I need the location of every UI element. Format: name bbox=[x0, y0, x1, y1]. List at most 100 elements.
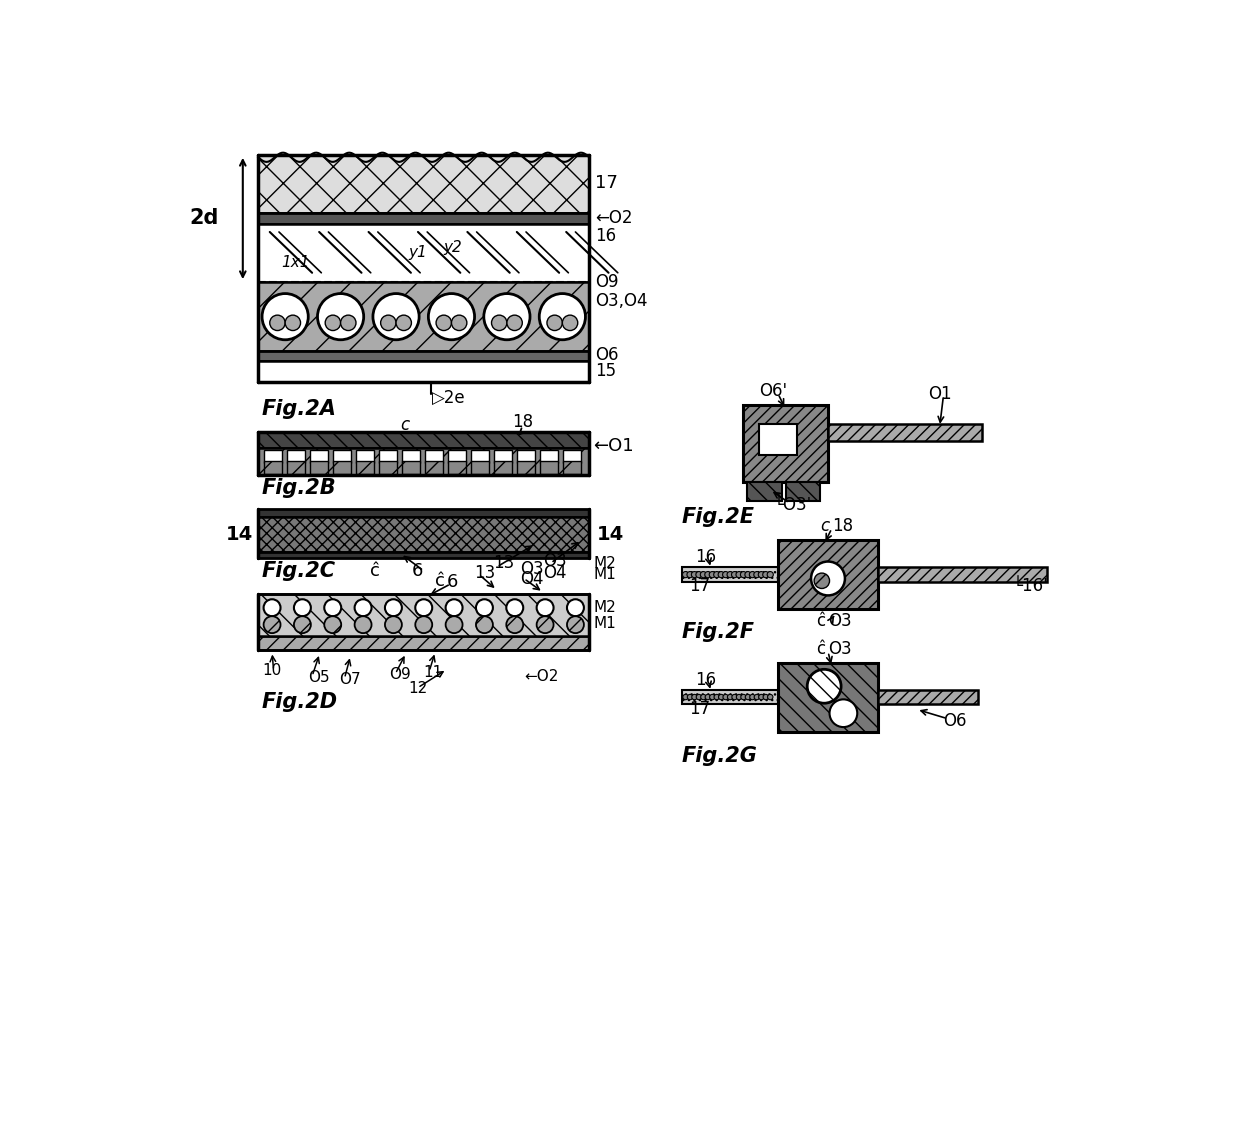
Bar bbox=[258, 352, 589, 361]
Bar bbox=[828, 424, 982, 441]
Bar bbox=[743, 405, 828, 482]
Text: O4: O4 bbox=[543, 564, 567, 582]
Text: ĉ: ĉ bbox=[370, 562, 379, 580]
Circle shape bbox=[737, 571, 742, 578]
Text: O5: O5 bbox=[309, 670, 330, 684]
Circle shape bbox=[754, 571, 760, 578]
Circle shape bbox=[763, 694, 769, 700]
Circle shape bbox=[567, 599, 584, 616]
Text: c: c bbox=[821, 517, 830, 535]
Circle shape bbox=[285, 316, 300, 330]
Circle shape bbox=[381, 316, 396, 330]
Circle shape bbox=[811, 561, 844, 595]
Bar bbox=[425, 450, 443, 463]
Text: ĉ: ĉ bbox=[816, 640, 826, 658]
Bar bbox=[777, 663, 878, 733]
Circle shape bbox=[687, 571, 693, 578]
Circle shape bbox=[754, 694, 760, 700]
Text: ←O2: ←O2 bbox=[523, 668, 558, 684]
Circle shape bbox=[727, 571, 733, 578]
Circle shape bbox=[384, 599, 402, 616]
Circle shape bbox=[506, 616, 523, 633]
Text: 18: 18 bbox=[512, 413, 533, 431]
Text: 11: 11 bbox=[424, 665, 443, 680]
Circle shape bbox=[415, 599, 433, 616]
Text: O9: O9 bbox=[389, 667, 410, 682]
Circle shape bbox=[264, 616, 280, 633]
Bar bbox=[258, 432, 589, 448]
Circle shape bbox=[701, 694, 706, 700]
Bar bbox=[495, 450, 512, 463]
Circle shape bbox=[262, 294, 309, 339]
Circle shape bbox=[491, 316, 507, 330]
Text: Fig.2A: Fig.2A bbox=[262, 399, 337, 420]
Bar bbox=[495, 460, 512, 474]
Text: Fig.2F: Fig.2F bbox=[682, 622, 755, 642]
Circle shape bbox=[355, 616, 372, 633]
Text: 16: 16 bbox=[595, 227, 616, 244]
Circle shape bbox=[687, 694, 693, 700]
Text: 12: 12 bbox=[408, 681, 428, 696]
Text: ▷2e: ▷2e bbox=[432, 389, 465, 406]
Text: └O3': └O3' bbox=[774, 497, 812, 515]
Circle shape bbox=[718, 571, 724, 578]
Circle shape bbox=[683, 694, 688, 700]
Text: 15: 15 bbox=[595, 362, 616, 380]
Text: 17: 17 bbox=[689, 700, 711, 718]
Text: 13: 13 bbox=[474, 564, 495, 582]
Text: ĉ: ĉ bbox=[435, 572, 445, 589]
Text: Fig.2G: Fig.2G bbox=[682, 745, 758, 766]
Text: 14: 14 bbox=[226, 525, 253, 544]
Circle shape bbox=[537, 616, 553, 633]
Text: 17: 17 bbox=[595, 174, 619, 192]
Circle shape bbox=[704, 571, 711, 578]
Circle shape bbox=[270, 316, 285, 330]
Bar bbox=[258, 517, 589, 552]
Circle shape bbox=[750, 694, 755, 700]
Bar bbox=[258, 155, 589, 213]
Circle shape bbox=[706, 694, 711, 700]
Bar bbox=[402, 450, 420, 463]
Circle shape bbox=[737, 694, 742, 700]
Circle shape bbox=[484, 294, 529, 339]
Circle shape bbox=[476, 616, 492, 633]
Bar bbox=[682, 567, 777, 582]
Text: ←O1: ←O1 bbox=[593, 438, 634, 456]
Text: O3: O3 bbox=[520, 560, 543, 578]
Circle shape bbox=[692, 571, 698, 578]
Bar bbox=[471, 460, 489, 474]
Circle shape bbox=[476, 599, 492, 616]
Bar bbox=[541, 450, 558, 463]
Circle shape bbox=[507, 316, 522, 330]
Text: Fig.2E: Fig.2E bbox=[682, 507, 755, 527]
Bar bbox=[759, 424, 797, 456]
Text: Fig.2C: Fig.2C bbox=[262, 561, 336, 581]
Bar bbox=[563, 460, 580, 474]
Circle shape bbox=[396, 316, 412, 330]
Circle shape bbox=[325, 616, 341, 633]
Circle shape bbox=[768, 694, 773, 700]
Bar bbox=[258, 448, 589, 475]
Circle shape bbox=[567, 616, 584, 633]
Text: O9: O9 bbox=[595, 273, 619, 291]
Bar bbox=[258, 637, 589, 650]
Bar bbox=[258, 282, 589, 352]
Circle shape bbox=[709, 571, 715, 578]
Bar bbox=[356, 450, 374, 463]
Bar bbox=[402, 460, 420, 474]
Circle shape bbox=[728, 694, 733, 700]
Text: y1: y1 bbox=[408, 245, 427, 260]
Circle shape bbox=[714, 571, 720, 578]
Circle shape bbox=[547, 316, 563, 330]
Circle shape bbox=[445, 616, 463, 633]
Circle shape bbox=[692, 694, 697, 700]
Bar bbox=[258, 361, 589, 382]
Text: 16: 16 bbox=[696, 671, 717, 689]
Text: O3: O3 bbox=[543, 552, 567, 570]
Text: M2: M2 bbox=[593, 601, 616, 615]
Bar bbox=[517, 450, 534, 463]
Bar bbox=[379, 460, 397, 474]
Bar bbox=[288, 460, 305, 474]
Bar bbox=[310, 460, 329, 474]
Text: c: c bbox=[401, 416, 409, 434]
